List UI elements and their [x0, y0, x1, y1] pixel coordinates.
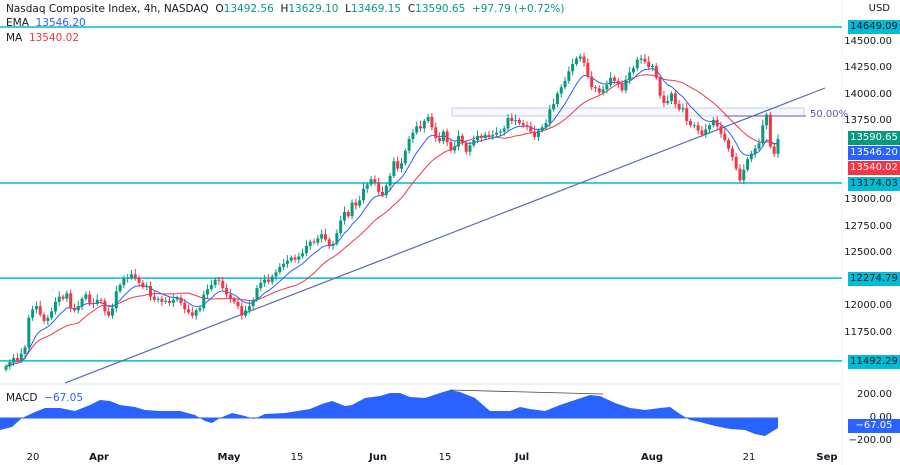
time-tick: 21 [742, 452, 756, 463]
symbol-title: Nasdaq Composite Index, 4h, NASDAQ [6, 3, 209, 15]
time-tick: 15 [290, 452, 304, 463]
ma-value: 13540.02 [28, 32, 80, 44]
level-tag-13174: 13174.03 [848, 177, 900, 191]
trendline [64, 87, 826, 384]
horizontal-levels [0, 26, 842, 362]
price-tick: 13000.00 [844, 194, 892, 206]
macd-legend[interactable]: MACD −67.05 [6, 392, 84, 404]
time-tick: Aug [640, 452, 664, 463]
time-tick: Jun [369, 452, 387, 463]
macd-tick: 200.00 [857, 389, 892, 400]
macd-tick: 0.00 [869, 412, 892, 423]
moving-averages [5, 67, 779, 367]
close-value: 13590.65 [415, 3, 466, 15]
open-value: 13492.56 [223, 3, 274, 15]
time-tick: May [217, 452, 241, 463]
ema-value: 13546.20 [35, 17, 86, 29]
symbol-legend[interactable]: Nasdaq Composite Index, 4h, NASDAQ O1349… [6, 3, 565, 15]
time-tick: 15 [438, 452, 452, 463]
time-tick: 20 [26, 452, 40, 463]
ema-legend[interactable]: EMA 13546.20 [6, 17, 86, 29]
price-tick: 14250.00 [844, 62, 892, 74]
price-tick: 12750.00 [844, 220, 892, 232]
high-value: 13629.10 [288, 3, 339, 15]
price-tick: 14000.00 [844, 88, 892, 100]
level-tag-12274: 12274.79 [848, 272, 900, 286]
currency-label[interactable]: USD [868, 3, 890, 14]
ema-price-tag: 13546.20 [848, 146, 900, 160]
ma-price-tag: 13540.02 [848, 161, 900, 175]
change-value: +97.79 (+0.72%) [471, 3, 565, 15]
price-tick: 12000.00 [844, 300, 892, 312]
time-tick: Apr [89, 452, 109, 463]
macd-price-tag: −67.05 [848, 419, 900, 433]
level-tag-11492: 11492.29 [848, 355, 900, 369]
ma-legend[interactable]: MA 13540.02 [6, 32, 80, 44]
candlesticks [4, 52, 780, 372]
price-tick: 11750.00 [844, 326, 892, 338]
low-value: 13469.15 [351, 3, 402, 15]
price-tick: 13750.00 [844, 115, 892, 127]
macd-tick: −200.00 [848, 435, 892, 446]
fib-50-label: 50.00% [810, 109, 849, 120]
time-tick: Jul [514, 452, 530, 463]
macd-value: −67.05 [44, 392, 84, 404]
macd-histogram [0, 389, 778, 436]
price-tick: 12500.00 [844, 247, 892, 259]
time-tick: Sep [816, 452, 838, 463]
level-tag-14649: 14649.09 [848, 20, 900, 34]
fib-retracement [451, 107, 806, 117]
close-price-tag: 13590.65 [848, 131, 900, 145]
price-tick: 14500.00 [844, 35, 892, 47]
